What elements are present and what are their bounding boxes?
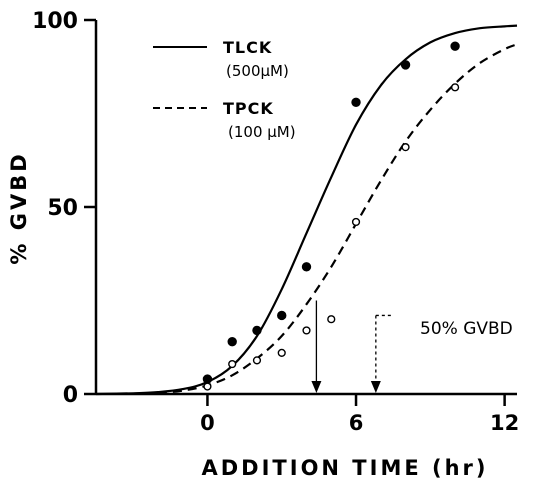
arrow-head [370,381,381,393]
series-line-tpck [157,43,518,394]
x-tick-label: 6 [349,411,364,435]
y-axis-title: % GVBD [7,151,31,264]
y-tick-label: 50 [47,196,78,221]
data-point-tlck [450,41,460,51]
y-tick-label: 0 [63,383,78,408]
data-point-tpck [302,326,311,335]
data-point-tpck [252,356,262,365]
data-point-tpck [327,315,336,324]
series-curves [95,24,518,396]
data-point-tlck [227,336,237,347]
y-ticks: 0 50 100 [32,9,96,408]
data-point-tlck [301,262,312,272]
series-line-tlck [95,24,518,396]
data-point-tpck [277,348,286,357]
arrow-head [311,381,322,393]
x-ticks: 0 6 12 [200,394,519,435]
data-point-tlck [351,97,361,107]
data-point-tpck [401,143,410,152]
data-point-tpck [228,359,237,369]
data-point-tlck [202,374,213,384]
data-point-tlck [400,60,411,70]
legend: TLCK (500µM) TPCK (100 µM) [153,38,296,141]
fifty-percent-markers [311,300,392,393]
y-tick-label: 100 [32,9,78,34]
legend-label-tlck: TLCK [223,38,272,57]
x-tick-label: 0 [200,411,215,435]
legend-label-tpck: TPCK [223,99,274,118]
series-points [202,41,460,391]
data-point-tpck [351,217,361,227]
x-tick-label: 12 [490,411,519,435]
legend-conc-tpck: (100 µM) [228,123,296,141]
data-point-tpck [203,382,212,391]
data-point-tlck [252,325,262,336]
data-point-tpck [450,83,460,92]
fifty-percent-annotation: 50% GVBD [420,319,513,339]
legend-conc-tlck: (500µM) [226,62,289,80]
x-axis-title: ADDITION TIME (hr) [202,456,489,480]
data-point-tlck [277,310,287,321]
